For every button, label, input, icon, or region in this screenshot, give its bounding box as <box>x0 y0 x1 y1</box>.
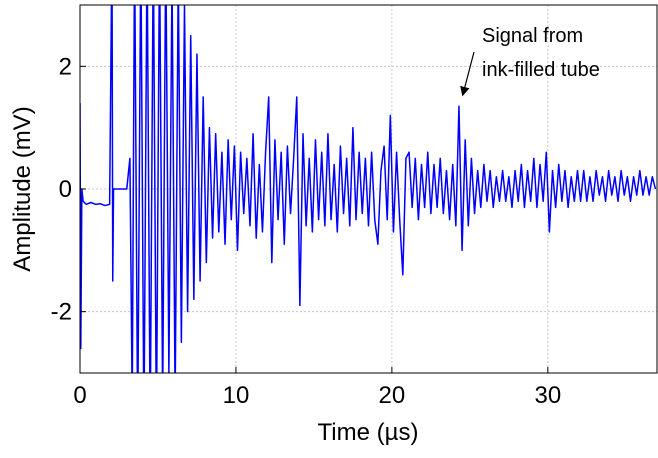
x-tick-label: 30 <box>534 382 561 409</box>
y-tick-label: 2 <box>59 53 72 80</box>
signal-line <box>80 5 657 373</box>
x-tick-label: 0 <box>73 382 86 409</box>
annotation-line: ink-filled tube <box>482 59 600 81</box>
x-axis-label: Time (µs) <box>318 419 419 446</box>
y-tick-label: -2 <box>51 299 72 326</box>
y-axis-label: Amplitude (mV) <box>9 106 36 271</box>
x-tick-label: 10 <box>223 382 250 409</box>
x-tick-label: 20 <box>379 382 406 409</box>
y-tick-label: 0 <box>59 176 72 203</box>
annotation-line: Signal from <box>482 25 583 47</box>
annotation-arrow <box>460 51 475 97</box>
plot-area <box>80 5 657 373</box>
